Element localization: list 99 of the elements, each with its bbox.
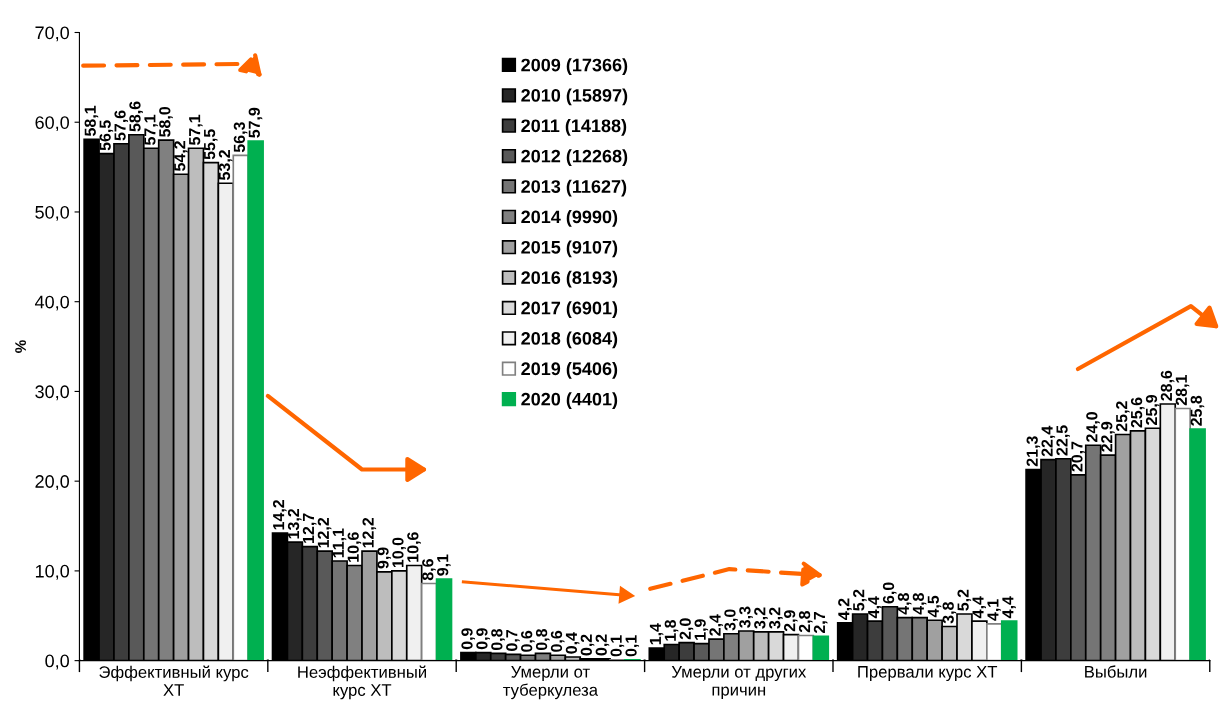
data-label: 53,2 [218,150,233,180]
data-label: 57,6 [114,110,129,141]
legend-label: 2012 (12268) [521,149,628,167]
data-label: 20,7 [1071,441,1085,472]
y-tick-label: 70,0 [35,26,69,42]
data-label: 1,4 [649,623,664,645]
y-tick-label: 0,0 [45,654,69,670]
data-label: 21,3 [1026,436,1041,467]
data-label: 13,2 [287,508,302,539]
data-label: 12,2 [362,517,377,548]
data-label: 58,1 [84,105,99,136]
legend-label: 2018 (6084) [521,331,618,349]
data-label: 22,5 [1056,425,1070,456]
data-label: 4,8 [897,593,912,615]
y-axis-title: % [15,340,26,353]
data-label: 9,1 [437,554,451,576]
legend-label: 2016 (8193) [521,270,618,288]
data-label: 0,9 [461,628,475,650]
data-label: 14,2 [272,499,287,530]
data-label: 6,0 [882,582,897,604]
x-tick-label: Эффективный курс ХТ [99,665,249,696]
legend-label: 2015 (9107) [521,240,618,258]
legend-label: 2020 (4401) [521,392,618,410]
data-label: 56,3 [233,122,248,153]
data-label: 3,8 [942,602,957,624]
y-tick-label: 60,0 [35,116,69,132]
data-label: 3,2 [754,607,768,629]
data-label: 4,5 [927,595,942,618]
data-label: 3,0 [724,609,738,631]
x-tick-label: Умерли от туберкулеза [503,666,599,700]
data-label: 8,6 [422,559,436,581]
data-label: 0,1 [625,635,640,657]
data-label: 4,8 [912,593,927,615]
legend-label: 2017 (6901) [521,301,618,318]
data-label: 22,9 [1101,421,1115,452]
data-label: 1,9 [694,619,709,640]
data-label: 4,4 [972,596,986,619]
data-label: 3,2 [769,607,783,629]
data-label: 12,2 [317,517,332,548]
y-tick-label: 30,0 [35,385,69,401]
data-label: 0,6 [521,630,535,652]
data-label: 57,9 [248,107,263,138]
data-label: 10,6 [347,532,362,562]
x-tick-label: Выбыли [1085,665,1147,678]
data-label: 22,4 [1041,425,1056,457]
data-label: 4,1 [987,599,1001,621]
data-label: 5,2 [853,589,867,611]
legend-label: 2010 (15897) [521,88,628,106]
legend-label: 2013 (11627) [521,179,627,197]
data-label: 0,8 [535,628,550,651]
data-label: 0,4 [565,632,580,654]
y-tick-label: 50,0 [35,205,69,221]
legend-label: 2011 (14188) [521,118,627,136]
data-label: 1,8 [664,619,679,641]
data-label: 25,8 [1190,395,1205,426]
data-label: 0,8 [491,628,505,651]
data-label: 0,6 [550,630,565,652]
data-label: 28,6 [1160,370,1175,401]
data-label: 2,0 [679,618,694,640]
data-label: 4,4 [1002,596,1016,619]
x-tick-label: Неэффективный курс ХТ [298,665,426,700]
data-label: 58,0 [159,106,173,137]
data-label: 25,9 [1145,394,1160,425]
data-label: 25,2 [1116,401,1130,432]
data-label: 24,0 [1086,412,1100,442]
data-label: 10,0 [392,537,406,568]
legend-label: 2009 (17366) [521,58,628,75]
data-label: 57,1 [144,114,158,145]
data-label: 3,3 [739,606,753,628]
x-tick-label: Прервали курс ХТ [858,666,998,682]
data-label: 0,9 [476,628,490,650]
data-label: 12,7 [302,513,317,543]
data-label: 9,9 [377,547,391,569]
data-label: 58,6 [129,101,143,132]
data-label: 56,5 [99,120,114,151]
data-label: 2,9 [783,610,798,632]
data-label: 11,1 [332,528,347,558]
x-tick-label: Умерли от других причин [671,666,807,699]
data-label: 0,2 [595,634,610,656]
legend-label: 2019 (5406) [521,361,618,379]
data-label: 2,7 [813,612,828,634]
data-label: 4,2 [838,598,852,620]
data-label: 4,4 [868,596,882,619]
data-label: 28,1 [1175,375,1190,406]
data-label: 54,2 [174,141,188,171]
legend-label: 2014 (9990) [521,210,618,227]
data-label: 57,1 [189,114,203,145]
data-label: 55,5 [204,129,218,160]
data-label: 25,6 [1130,397,1145,428]
y-tick-label: 40,0 [34,295,69,311]
data-label: 0,2 [580,634,595,656]
data-label: 2,8 [798,611,813,633]
data-label: 0,1 [610,635,625,657]
data-label: 0,7 [506,630,520,651]
y-tick-label: 20,0 [35,475,69,491]
data-label: 2,4 [709,614,724,636]
y-tick-label: 10,0 [35,564,69,580]
data-label: 5,2 [957,589,972,611]
data-label: 10,6 [407,532,421,562]
